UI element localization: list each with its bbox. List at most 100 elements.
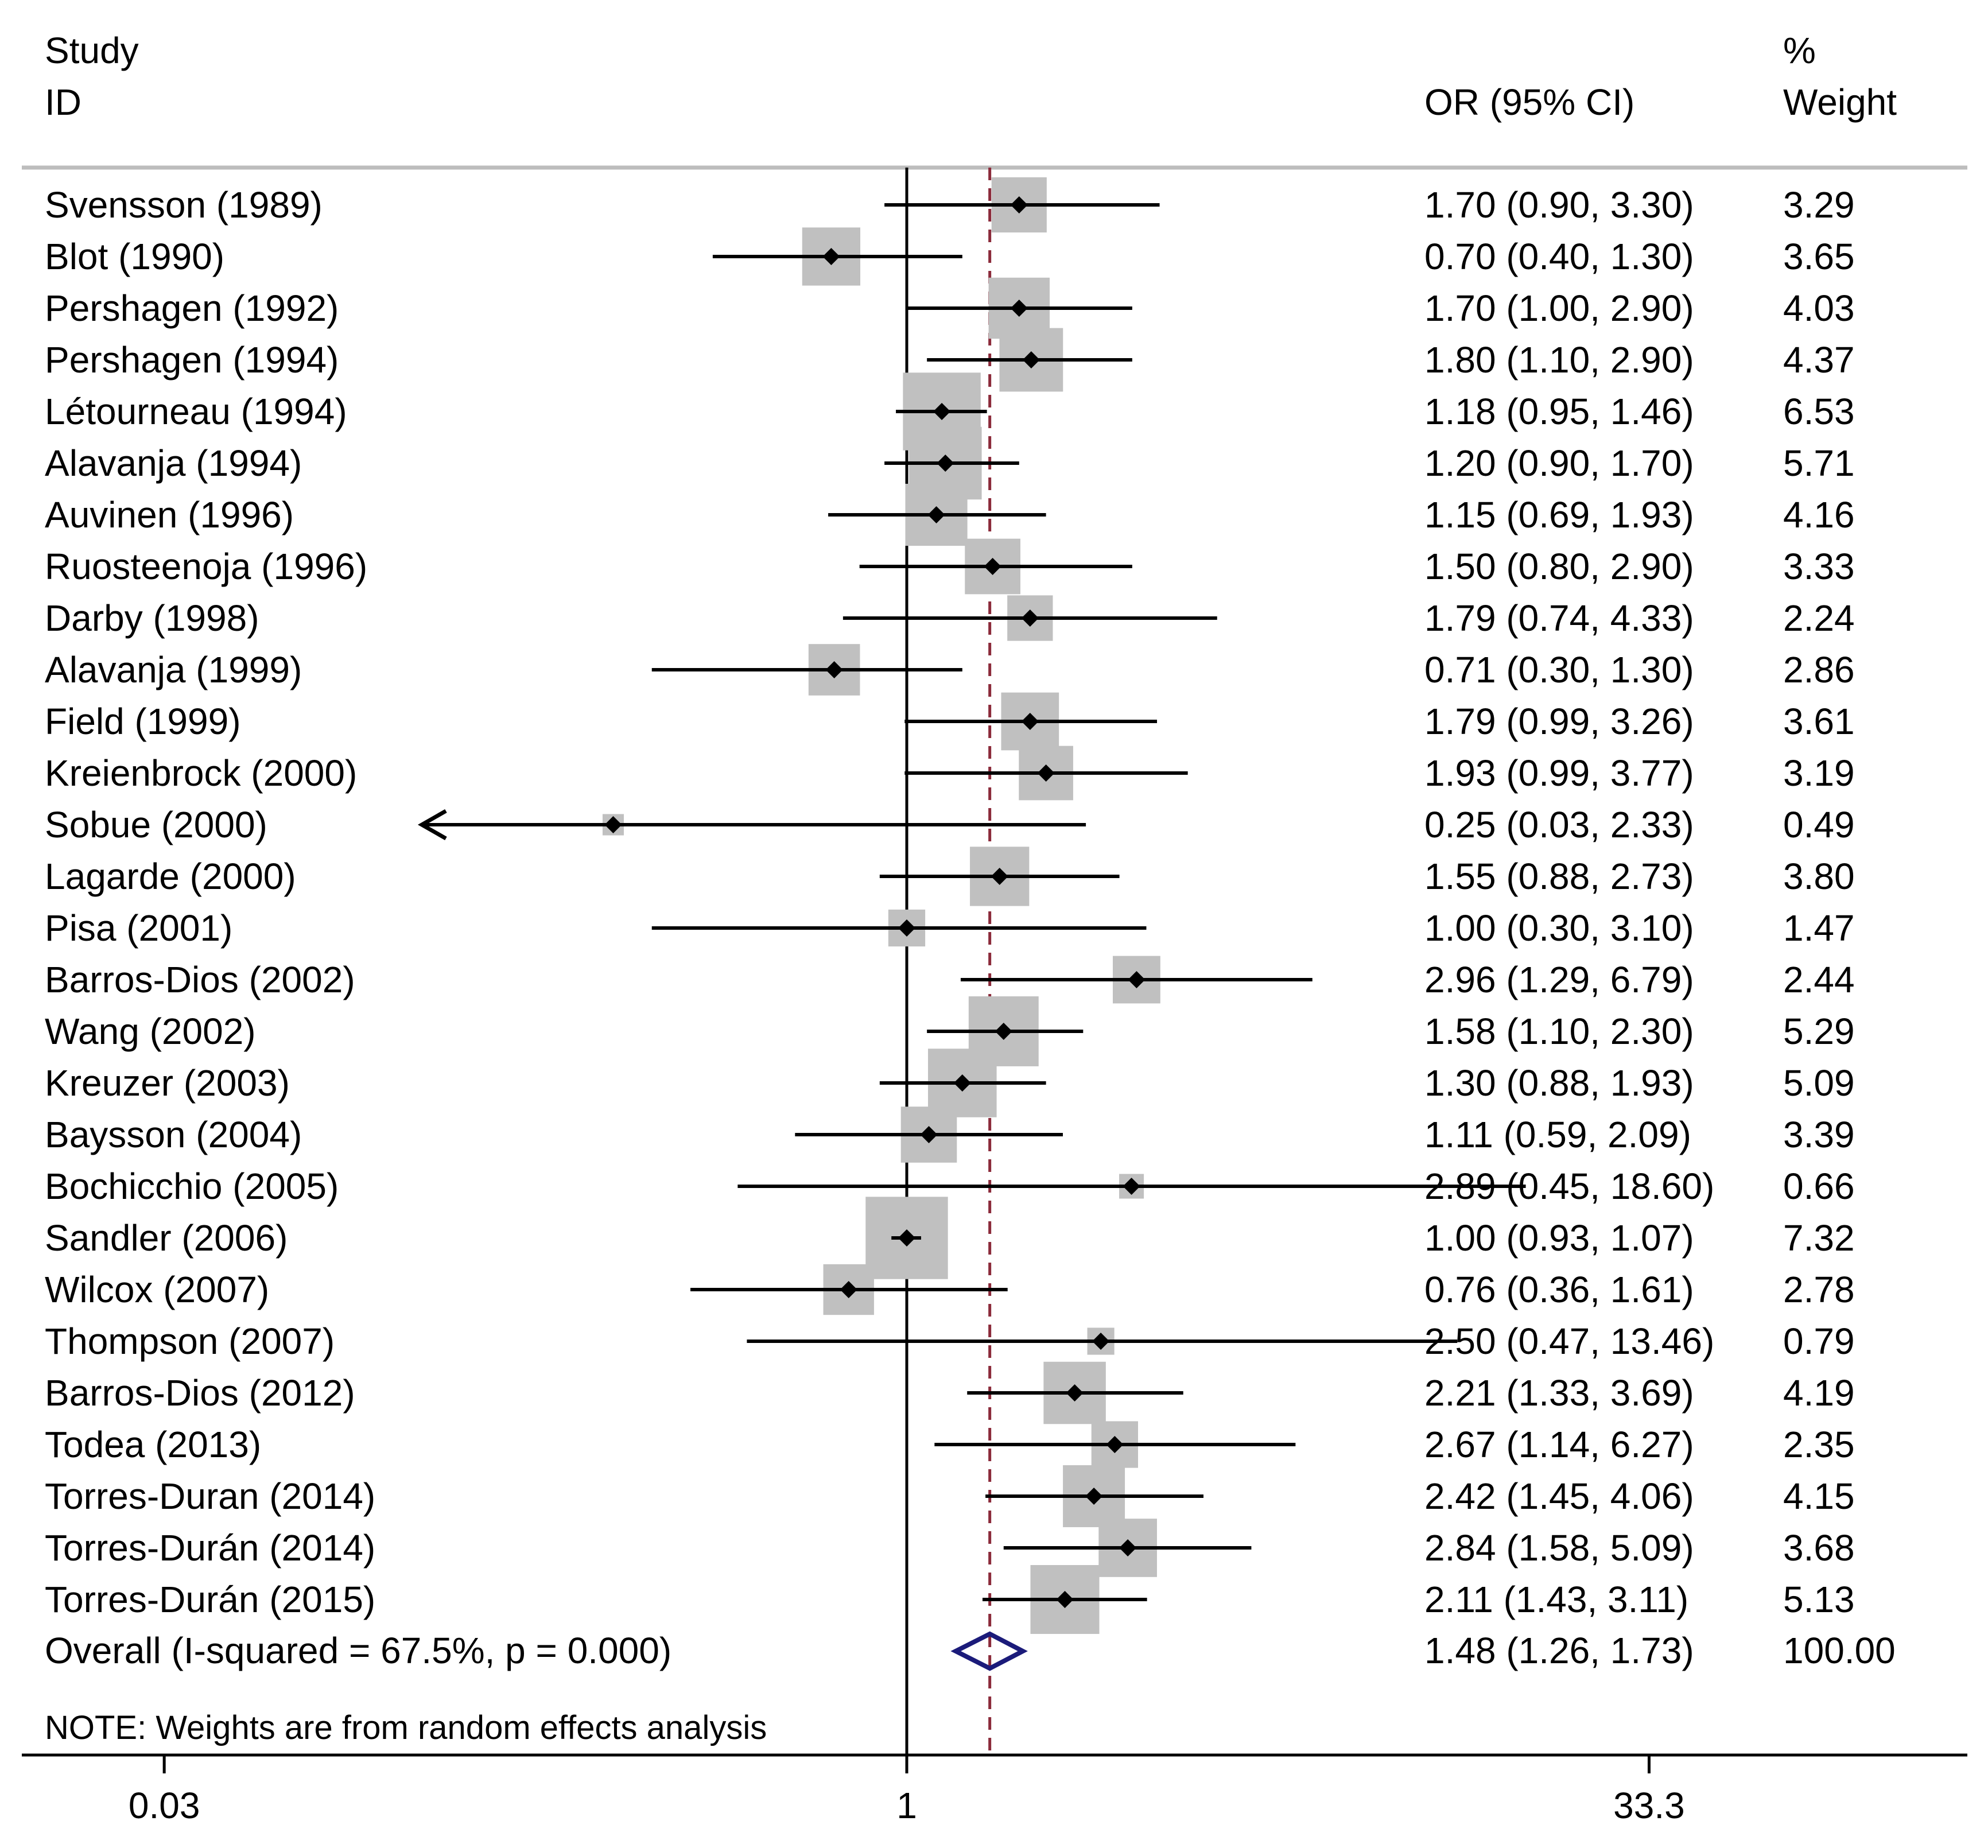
study-label: Lagarde (2000) bbox=[45, 856, 296, 897]
study-weight: 5.71 bbox=[1783, 442, 1855, 484]
x-tick-label: 33.3 bbox=[1613, 1785, 1685, 1826]
study-weight: 3.61 bbox=[1783, 701, 1855, 742]
study-row: Darby (1998) 1.79 (0.74, 4.33) 2.24 bbox=[45, 595, 1855, 641]
study-row: Torres-Durán (2014) 2.84 (1.58, 5.09) 3.68 bbox=[45, 1519, 1855, 1577]
study-weight: 3.29 bbox=[1783, 184, 1855, 226]
study-weight: 2.78 bbox=[1783, 1269, 1855, 1310]
overall-diamond bbox=[950, 1631, 1028, 1671]
study-label: Darby (1998) bbox=[45, 597, 259, 639]
study-label: Auvinen (1996) bbox=[45, 494, 294, 535]
point-estimate bbox=[1106, 1436, 1124, 1453]
study-weight: 4.16 bbox=[1783, 494, 1855, 535]
point-estimate bbox=[1119, 1539, 1137, 1556]
study-label: Todea (2013) bbox=[45, 1424, 261, 1465]
overall-weight: 100.00 bbox=[1783, 1630, 1896, 1671]
overall-estimate: 1.48 (1.26, 1.73) bbox=[1424, 1630, 1694, 1671]
study-label: Field (1999) bbox=[45, 701, 241, 742]
note: NOTE: Weights are from random effects an… bbox=[45, 1709, 767, 1746]
study-weight: 3.39 bbox=[1783, 1114, 1855, 1155]
study-weight: 6.53 bbox=[1783, 391, 1855, 432]
point-estimate bbox=[1066, 1384, 1084, 1401]
study-row: Barros-Dios (2012) 2.21 (1.33, 3.69) 4.19 bbox=[45, 1361, 1855, 1424]
study-estimate: 1.70 (1.00, 2.90) bbox=[1424, 288, 1694, 329]
study-row: Pershagen (1992) 1.70 (1.00, 2.90) 4.03 bbox=[45, 277, 1855, 339]
header-estimate: OR (95% CI) bbox=[1424, 81, 1634, 123]
study-row: Wilcox (2007) 0.76 (0.36, 1.61) 2.78 bbox=[45, 1264, 1855, 1315]
study-estimate: 2.11 (1.43, 3.11) bbox=[1424, 1579, 1688, 1620]
study-row: Todea (2013) 2.67 (1.14, 6.27) 2.35 bbox=[45, 1421, 1855, 1468]
study-label: Torres-Durán (2014) bbox=[45, 1527, 375, 1569]
study-weight: 4.19 bbox=[1783, 1372, 1855, 1414]
overall-row: Overall (I-squared = 67.5%, p = 0.000) 1… bbox=[45, 1630, 1896, 1671]
point-estimate bbox=[953, 1074, 971, 1092]
point-estimate bbox=[937, 455, 954, 472]
header-weight: Weight bbox=[1783, 81, 1897, 123]
study-row: Pisa (2001) 1.00 (0.30, 3.10) 1.47 bbox=[45, 907, 1855, 949]
study-weight: 0.79 bbox=[1783, 1321, 1855, 1362]
study-row: Torres-Duran (2014) 2.42 (1.45, 4.06) 4.15 bbox=[45, 1465, 1855, 1527]
study-label: Létourneau (1994) bbox=[45, 391, 347, 432]
study-weight: 5.29 bbox=[1783, 1011, 1855, 1052]
study-label: Kreuzer (2003) bbox=[45, 1062, 290, 1104]
study-label: Alavanja (1994) bbox=[45, 442, 302, 484]
study-weight: 7.32 bbox=[1783, 1217, 1855, 1259]
study-estimate: 1.00 (0.93, 1.07) bbox=[1424, 1217, 1694, 1259]
study-row: Barros-Dios (2002) 2.96 (1.29, 6.79) 2.44 bbox=[45, 956, 1855, 1004]
study-weight: 2.24 bbox=[1783, 597, 1855, 639]
study-label: Blot (1990) bbox=[45, 236, 224, 277]
study-weight: 0.49 bbox=[1783, 804, 1855, 845]
study-estimate: 2.21 (1.33, 3.69) bbox=[1424, 1372, 1694, 1414]
study-estimate: 1.70 (0.90, 3.30) bbox=[1424, 184, 1694, 226]
study-label: Kreienbrock (2000) bbox=[45, 752, 357, 794]
x-tick-label: 1 bbox=[896, 1785, 917, 1826]
study-label: Pershagen (1992) bbox=[45, 288, 339, 329]
ci-arrow bbox=[417, 809, 447, 841]
study-estimate: 2.50 (0.47, 13.46) bbox=[1424, 1321, 1714, 1362]
study-estimate: 0.76 (0.36, 1.61) bbox=[1424, 1269, 1694, 1310]
study-row: Ruosteenoja (1996) 1.50 (0.80, 2.90) 3.33 bbox=[45, 538, 1855, 595]
point-estimate bbox=[1128, 971, 1146, 988]
study-estimate: 0.71 (0.30, 1.30) bbox=[1424, 649, 1694, 690]
study-row: Lagarde (2000) 1.55 (0.88, 2.73) 3.80 bbox=[45, 847, 1855, 906]
study-row: Auvinen (1996) 1.15 (0.69, 1.93) 4.16 bbox=[45, 483, 1855, 546]
study-estimate: 1.55 (0.88, 2.73) bbox=[1424, 856, 1694, 897]
study-row: Torres-Durán (2015) 2.11 (1.43, 3.11) 5.13 bbox=[45, 1564, 1855, 1635]
study-row: Wang (2002) 1.58 (1.10, 2.30) 5.29 bbox=[45, 996, 1855, 1066]
study-estimate: 1.79 (0.99, 3.26) bbox=[1424, 701, 1694, 742]
study-label: Ruosteenoja (1996) bbox=[45, 546, 367, 587]
study-weight: 4.03 bbox=[1783, 288, 1855, 329]
study-label: Baysson (2004) bbox=[45, 1114, 302, 1155]
point-estimate bbox=[825, 661, 843, 678]
study-label: Svensson (1989) bbox=[45, 184, 323, 226]
point-estimate bbox=[1037, 764, 1055, 782]
study-estimate: 1.20 (0.90, 1.70) bbox=[1424, 442, 1694, 484]
study-estimate: 1.00 (0.30, 3.10) bbox=[1424, 907, 1694, 949]
study-estimate: 2.96 (1.29, 6.79) bbox=[1424, 959, 1694, 1000]
point-estimate bbox=[898, 1229, 915, 1247]
header-id: ID bbox=[45, 81, 81, 123]
study-estimate: 1.80 (1.10, 2.90) bbox=[1424, 339, 1694, 381]
study-weight: 5.09 bbox=[1783, 1062, 1855, 1104]
study-label: Sobue (2000) bbox=[45, 804, 267, 845]
study-weight: 3.33 bbox=[1783, 546, 1855, 587]
point-estimate bbox=[1010, 196, 1028, 213]
point-estimate bbox=[1056, 1591, 1074, 1608]
study-estimate: 2.84 (1.58, 5.09) bbox=[1424, 1527, 1694, 1569]
point-estimate bbox=[898, 919, 915, 937]
study-label: Wang (2002) bbox=[45, 1011, 256, 1052]
study-label: Wilcox (2007) bbox=[45, 1269, 269, 1310]
study-estimate: 0.25 (0.03, 2.33) bbox=[1424, 804, 1694, 845]
study-weight: 3.19 bbox=[1783, 752, 1855, 794]
study-row: Létourneau (1994) 1.18 (0.95, 1.46) 6.53 bbox=[45, 372, 1855, 451]
study-weight: 2.35 bbox=[1783, 1424, 1855, 1465]
point-estimate bbox=[1021, 609, 1039, 627]
point-estimate bbox=[822, 248, 840, 265]
study-weight: 4.15 bbox=[1783, 1476, 1855, 1517]
study-label: Sandler (2006) bbox=[45, 1217, 288, 1259]
study-weight: 2.44 bbox=[1783, 959, 1855, 1000]
study-weight: 3.65 bbox=[1783, 236, 1855, 277]
study-row: Alavanja (1994) 1.20 (0.90, 1.70) 5.71 bbox=[45, 426, 1855, 500]
study-label: Thompson (2007) bbox=[45, 1321, 335, 1362]
point-estimate bbox=[1021, 713, 1039, 730]
